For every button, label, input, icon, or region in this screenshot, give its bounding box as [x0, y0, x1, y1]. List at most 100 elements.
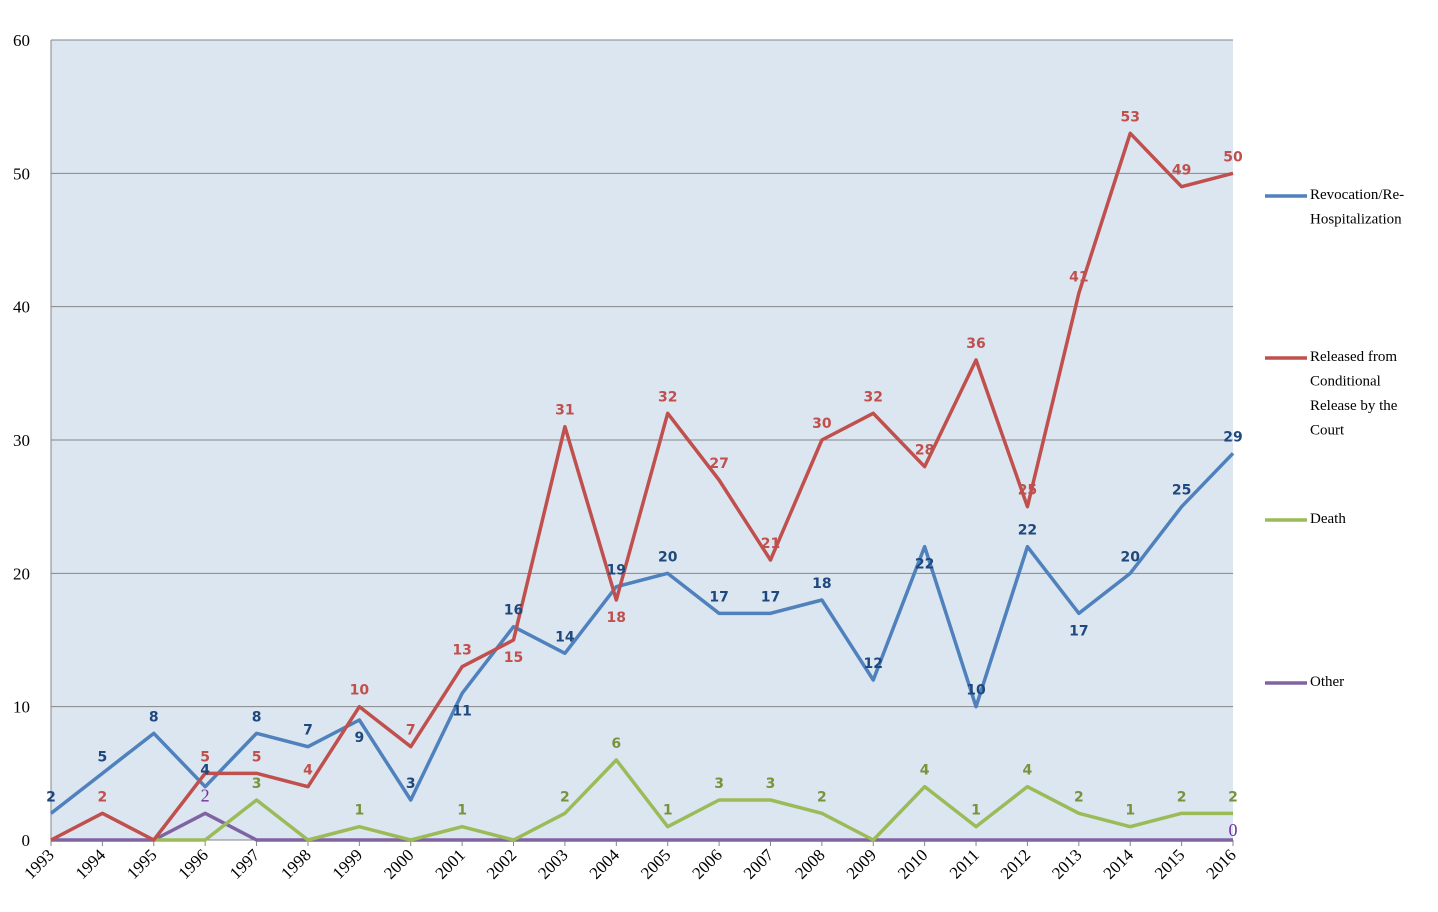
series-line-0 [49, 452, 1235, 815]
x-tick-label: 2005 [637, 845, 674, 882]
data-label: 50 [1223, 149, 1243, 165]
data-label: 7 [406, 723, 416, 739]
data-label: 5 [252, 749, 262, 765]
data-label: 10 [350, 683, 370, 699]
data-label: 29 [1223, 429, 1242, 445]
data-label: 28 [915, 443, 934, 459]
y-tick-label: 40 [13, 298, 30, 317]
data-label: 10 [966, 683, 986, 699]
series-line-3 [51, 811, 1233, 842]
data-label: 31 [555, 403, 574, 419]
x-tick-label: 2004 [586, 845, 624, 883]
data-label: 25 [1172, 483, 1191, 499]
data-label: 32 [658, 389, 677, 405]
data-label: 36 [966, 336, 985, 352]
data-label: 2 [1177, 789, 1187, 805]
x-tick-label: 2003 [534, 845, 571, 882]
data-label: 4 [920, 763, 930, 779]
x-tick-label: 2007 [740, 845, 778, 883]
data-label: 11 [452, 703, 471, 719]
x-tick-label: 2016 [1202, 845, 1239, 882]
x-tick-label: 2011 [946, 845, 983, 882]
data-label: 25 [1018, 483, 1037, 499]
data-label: 22 [1018, 523, 1037, 539]
data-label: 30 [812, 416, 832, 432]
x-tick-label: 2015 [1151, 845, 1188, 882]
data-label: 49 [1172, 163, 1191, 179]
data-label: 15 [504, 650, 523, 666]
y-tick-label: 60 [13, 31, 30, 50]
x-tick-label: 1994 [72, 845, 110, 883]
data-label: 9 [354, 730, 364, 746]
data-label: 1 [663, 803, 673, 819]
data-label: 2 [98, 789, 108, 805]
data-label: 5 [200, 749, 210, 765]
data-label: 6 [611, 736, 621, 752]
data-label: 18 [607, 610, 626, 626]
series-line-2 [153, 758, 1233, 842]
data-label: 20 [658, 549, 678, 565]
data-label: 2 [201, 785, 210, 805]
data-label: 53 [1120, 109, 1139, 125]
x-tick-label: 2009 [843, 845, 880, 882]
data-label: 4 [1023, 763, 1033, 779]
x-tick-label: 2001 [431, 845, 468, 882]
x-tick-label: 1998 [277, 845, 314, 882]
legend-label: Hospitalization [1310, 212, 1402, 228]
x-tick-label: 1997 [226, 845, 264, 883]
x-tick-label: 2002 [483, 845, 520, 882]
x-tick-label: 1995 [123, 845, 160, 882]
data-label: 3 [766, 776, 776, 792]
legend-label: Other [1310, 674, 1344, 690]
x-tick-label: 2000 [380, 845, 417, 882]
x-tick-label: 1996 [175, 845, 212, 882]
data-label: 19 [607, 563, 626, 579]
data-label: 20 [1120, 549, 1140, 565]
x-tick-label: 2006 [688, 845, 725, 882]
data-label: 3 [252, 776, 262, 792]
data-label: 5 [98, 749, 108, 765]
data-label: 8 [149, 709, 159, 725]
legend-label: Court [1310, 423, 1345, 439]
data-label: 0 [1229, 820, 1238, 840]
data-label: 12 [864, 656, 883, 672]
legend-label: Released from [1310, 349, 1397, 365]
data-label: 22 [915, 557, 934, 573]
data-label: 1 [1125, 803, 1135, 819]
x-tick-label: 1999 [329, 845, 366, 882]
data-label: 3 [406, 776, 416, 792]
x-tick-label: 1993 [20, 845, 57, 882]
legend-label: Death [1310, 511, 1346, 527]
data-label: 17 [1069, 623, 1088, 639]
data-label: 4 [200, 763, 210, 779]
y-tick-label: 10 [13, 698, 30, 717]
data-label: 2 [1074, 789, 1084, 805]
y-tick-label: 0 [22, 831, 31, 850]
data-label: 21 [761, 536, 780, 552]
y-tick-label: 30 [13, 431, 30, 450]
data-label: 2 [1228, 789, 1238, 805]
data-label: 1 [354, 803, 364, 819]
legend-label: Revocation/Re- [1310, 187, 1404, 203]
x-tick-label: 2010 [894, 845, 931, 882]
data-label: 2 [46, 789, 56, 805]
data-label: 8 [252, 709, 262, 725]
data-label: 14 [555, 629, 575, 645]
data-label: 13 [452, 643, 471, 659]
data-label: 17 [709, 589, 728, 605]
data-label: 1 [971, 803, 981, 819]
series-line-1 [50, 131, 1234, 842]
x-tick-label: 2013 [1048, 845, 1085, 882]
x-tick-label: 2012 [997, 845, 1034, 882]
data-label: 7 [303, 723, 313, 739]
data-label: 18 [812, 576, 831, 592]
data-label: 2 [817, 789, 827, 805]
data-label: 3 [714, 776, 724, 792]
y-tick-label: 20 [13, 564, 30, 583]
data-label: 2 [560, 789, 570, 805]
data-label: 1 [457, 803, 467, 819]
x-tick-label: 2008 [791, 845, 828, 882]
data-label: 41 [1069, 269, 1088, 285]
data-label: 4 [303, 763, 313, 779]
